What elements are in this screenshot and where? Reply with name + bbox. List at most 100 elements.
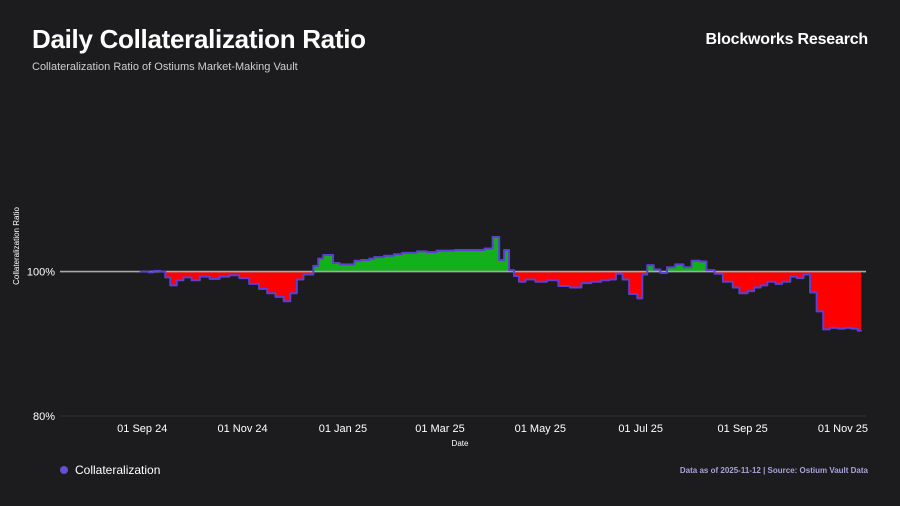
data-point xyxy=(682,266,685,269)
data-point xyxy=(282,300,285,303)
source-note: Data as of 2025-11-12 | Source: Ostium V… xyxy=(679,466,868,475)
data-point xyxy=(721,280,724,283)
chart-title: Daily Collateralization Ratio xyxy=(32,24,366,54)
data-point xyxy=(238,277,241,280)
data-point xyxy=(218,275,221,278)
data-point xyxy=(266,292,269,295)
data-point xyxy=(373,256,376,259)
data-point xyxy=(837,327,839,330)
data-point xyxy=(491,236,494,238)
data-point xyxy=(353,259,356,262)
data-point xyxy=(698,260,701,263)
data-point xyxy=(139,270,142,273)
x-axis-label: Date xyxy=(452,439,469,448)
area-above-100 xyxy=(140,236,862,272)
data-point xyxy=(705,269,708,272)
data-point xyxy=(360,259,362,261)
x-tick-label: 01 Sep 25 xyxy=(718,423,768,435)
data-point xyxy=(615,272,617,275)
data-point xyxy=(338,263,341,266)
data-point xyxy=(190,279,193,282)
chart-subtitle: Collateralization Ratio of Ostiums Marke… xyxy=(32,61,298,73)
data-point xyxy=(513,275,515,277)
data-point xyxy=(580,282,583,285)
data-point xyxy=(822,328,825,331)
x-tick-label: 01 Nov 25 xyxy=(818,423,868,435)
data-point xyxy=(159,270,162,273)
data-point xyxy=(608,278,611,281)
data-point xyxy=(473,249,476,251)
data-point xyxy=(789,275,792,278)
data-point xyxy=(258,288,260,290)
x-tick-label: 01 Jul 25 xyxy=(618,423,663,435)
data-point xyxy=(208,277,211,280)
data-point xyxy=(248,282,251,285)
data-point xyxy=(198,275,201,278)
data-point xyxy=(652,268,655,271)
data-point xyxy=(383,254,385,257)
data-point xyxy=(828,327,831,329)
data-point xyxy=(796,277,798,280)
data-point xyxy=(738,292,741,295)
y-tick-label: 100% xyxy=(27,267,55,279)
legend-label: Collateralization xyxy=(75,463,161,477)
data-point xyxy=(843,327,846,329)
data-point xyxy=(322,254,325,256)
data-point xyxy=(621,278,624,281)
plot-layer: 100% 80% 01 Sep 24 01 Nov 24 01 Jan 25 01 Mar… xyxy=(27,235,868,435)
data-point xyxy=(666,266,668,269)
data-point xyxy=(759,284,762,287)
data-point xyxy=(164,276,167,279)
data-point xyxy=(498,259,501,261)
data-point xyxy=(228,274,231,277)
x-tick-label: 01 Sep 24 xyxy=(117,423,167,435)
data-point xyxy=(850,327,853,330)
data-point xyxy=(182,276,185,279)
legend: Collateralization xyxy=(60,463,160,477)
x-tick-label: 01 Mar 25 xyxy=(415,423,465,435)
data-point xyxy=(332,262,334,264)
data-point xyxy=(295,278,298,281)
data-point xyxy=(545,279,548,282)
data-point xyxy=(641,273,644,276)
data-point xyxy=(856,329,859,332)
data-point xyxy=(274,295,277,298)
data-point xyxy=(860,329,862,332)
brand-logo: Blockworks Research xyxy=(705,31,868,48)
data-point xyxy=(425,251,428,254)
data-point xyxy=(503,249,506,251)
data-point xyxy=(600,279,603,282)
data-point xyxy=(368,257,371,260)
data-point xyxy=(518,280,520,283)
data-point xyxy=(646,264,649,267)
data-point xyxy=(508,269,510,272)
data-point xyxy=(809,291,811,294)
data-point xyxy=(659,272,662,274)
legend-swatch xyxy=(60,466,68,474)
data-point xyxy=(435,249,438,252)
data-point xyxy=(774,282,777,285)
y-axis-label: Collateralization Ratio xyxy=(12,207,21,285)
data-point xyxy=(289,292,292,295)
data-point xyxy=(713,272,716,275)
data-point xyxy=(802,273,805,276)
data-point xyxy=(302,273,305,276)
data-point xyxy=(169,284,172,287)
data-point xyxy=(152,269,155,272)
x-tick-label: 01 Nov 24 xyxy=(218,423,268,435)
data-point xyxy=(534,280,537,283)
y-tick-label: 80% xyxy=(33,411,55,423)
data-point xyxy=(409,251,412,254)
data-point xyxy=(753,286,756,289)
x-tick-label: 01 Jan 25 xyxy=(319,423,367,435)
data-point xyxy=(453,249,456,251)
data-point xyxy=(524,278,527,281)
data-point xyxy=(766,280,769,283)
data-point xyxy=(175,279,178,282)
data-point xyxy=(731,286,734,289)
data-point xyxy=(590,280,593,283)
data-point xyxy=(521,280,524,283)
x-tick-label: 01 May 25 xyxy=(515,423,566,435)
data-point xyxy=(815,310,818,313)
